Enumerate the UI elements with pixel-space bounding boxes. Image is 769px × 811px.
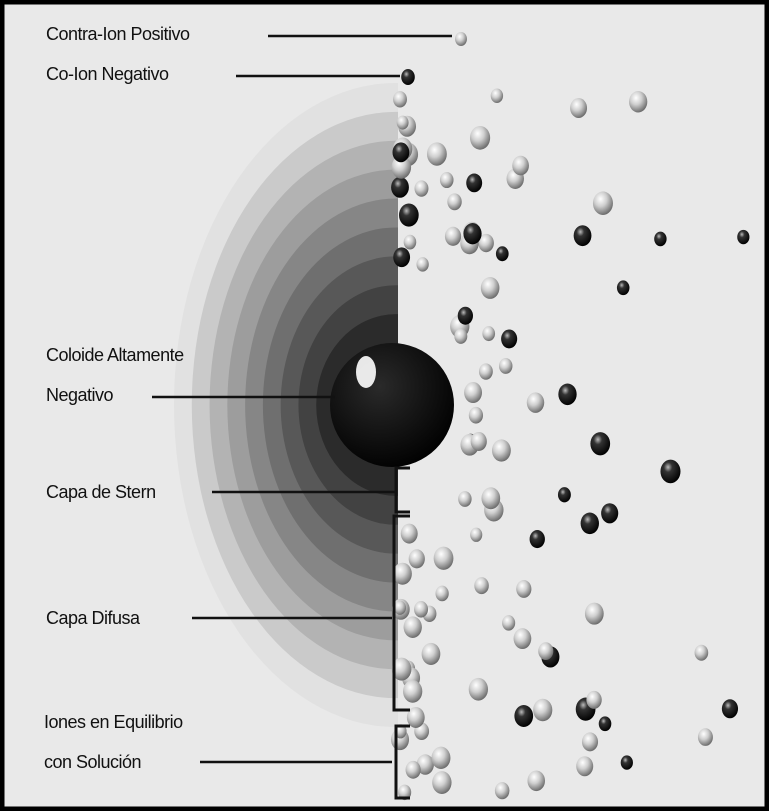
co-ion bbox=[463, 223, 481, 244]
co-ion bbox=[401, 69, 415, 85]
counter-ion bbox=[527, 770, 545, 791]
counter-ion bbox=[409, 549, 425, 568]
counter-ion bbox=[469, 407, 483, 424]
label: Contra-Ion Positivo bbox=[46, 24, 190, 44]
counter-ion bbox=[481, 487, 500, 509]
counter-ion bbox=[502, 615, 515, 630]
counter-ion bbox=[414, 180, 428, 196]
counter-ion bbox=[397, 116, 409, 130]
co-ion bbox=[558, 487, 571, 502]
counter-ion bbox=[470, 528, 482, 542]
counter-ion bbox=[593, 191, 613, 215]
counter-ion bbox=[454, 329, 467, 344]
co-ion bbox=[530, 530, 545, 548]
co-ion bbox=[581, 513, 599, 535]
co-ion bbox=[466, 174, 482, 193]
counter-ion bbox=[445, 227, 461, 246]
counter-ion bbox=[403, 680, 422, 703]
counter-ion bbox=[527, 392, 544, 413]
counter-ion bbox=[586, 691, 601, 709]
counter-ion bbox=[516, 580, 531, 598]
counter-ion bbox=[416, 257, 428, 271]
counter-ion bbox=[458, 491, 471, 507]
counter-ion bbox=[455, 32, 467, 46]
counter-ion bbox=[469, 678, 488, 701]
counter-ion bbox=[533, 699, 552, 722]
colloid-highlight bbox=[356, 356, 376, 388]
co-ion bbox=[558, 384, 576, 406]
counter-ion bbox=[491, 88, 503, 103]
co-ion bbox=[399, 203, 419, 226]
counter-ion bbox=[393, 91, 407, 107]
co-ion bbox=[601, 503, 618, 523]
counter-ion bbox=[401, 524, 418, 544]
label: Negativo bbox=[46, 385, 114, 405]
counter-ion bbox=[394, 601, 406, 615]
co-ion bbox=[654, 232, 666, 247]
counter-ion bbox=[434, 547, 454, 570]
label: Capa de Stern bbox=[46, 482, 156, 502]
counter-ion bbox=[474, 577, 489, 594]
co-ion bbox=[722, 699, 738, 718]
co-ion bbox=[496, 246, 509, 261]
co-ion bbox=[514, 705, 533, 727]
label: Capa Difusa bbox=[46, 608, 141, 628]
counter-ion bbox=[440, 172, 454, 188]
counter-ion bbox=[427, 142, 447, 165]
co-ion bbox=[660, 460, 680, 484]
co-ion bbox=[617, 280, 630, 295]
counter-ion bbox=[422, 643, 441, 665]
counter-ion bbox=[698, 728, 713, 746]
counter-ion bbox=[470, 126, 490, 150]
counter-ion bbox=[482, 326, 495, 341]
co-ion bbox=[590, 432, 610, 455]
counter-ion bbox=[435, 586, 448, 602]
counter-ion bbox=[512, 156, 529, 176]
counter-ion bbox=[570, 98, 587, 118]
co-ion bbox=[393, 247, 410, 267]
counter-ion bbox=[629, 91, 647, 112]
label: Coloide Altamente bbox=[46, 345, 184, 365]
co-ion bbox=[391, 177, 409, 198]
co-ion bbox=[392, 142, 409, 162]
label: Iones en Equilibrio bbox=[44, 712, 183, 732]
colloid bbox=[330, 343, 454, 467]
counter-ion bbox=[471, 432, 487, 451]
counter-ion bbox=[585, 603, 604, 625]
co-ion bbox=[621, 755, 633, 769]
counter-ion bbox=[495, 782, 510, 799]
counter-ion bbox=[404, 616, 422, 638]
label: con Solución bbox=[44, 752, 141, 772]
counter-ion bbox=[492, 439, 511, 461]
co-ion bbox=[737, 230, 749, 244]
counter-ion bbox=[414, 601, 428, 618]
counter-ion bbox=[576, 756, 593, 776]
counter-ion bbox=[464, 382, 482, 403]
counter-ion bbox=[481, 277, 500, 299]
counter-ion bbox=[406, 761, 421, 779]
counter-ion bbox=[447, 193, 461, 210]
co-ion bbox=[458, 307, 473, 325]
counter-ion bbox=[582, 732, 598, 751]
counter-ion bbox=[695, 645, 709, 661]
counter-ion bbox=[538, 642, 553, 660]
co-ion bbox=[501, 329, 517, 348]
counter-ion bbox=[499, 358, 512, 374]
counter-ion bbox=[431, 747, 450, 769]
co-ion bbox=[599, 716, 612, 731]
counter-ion bbox=[432, 771, 451, 794]
counter-ion bbox=[479, 363, 493, 379]
diagram: Contra-Ion Positivo Co-Ion Negativo Coloid… bbox=[0, 0, 769, 811]
label: Co-Ion Negativo bbox=[46, 64, 169, 84]
counter-ion bbox=[393, 563, 412, 585]
co-ion bbox=[574, 225, 592, 246]
counter-ion bbox=[514, 628, 532, 649]
counter-ion bbox=[404, 235, 417, 250]
